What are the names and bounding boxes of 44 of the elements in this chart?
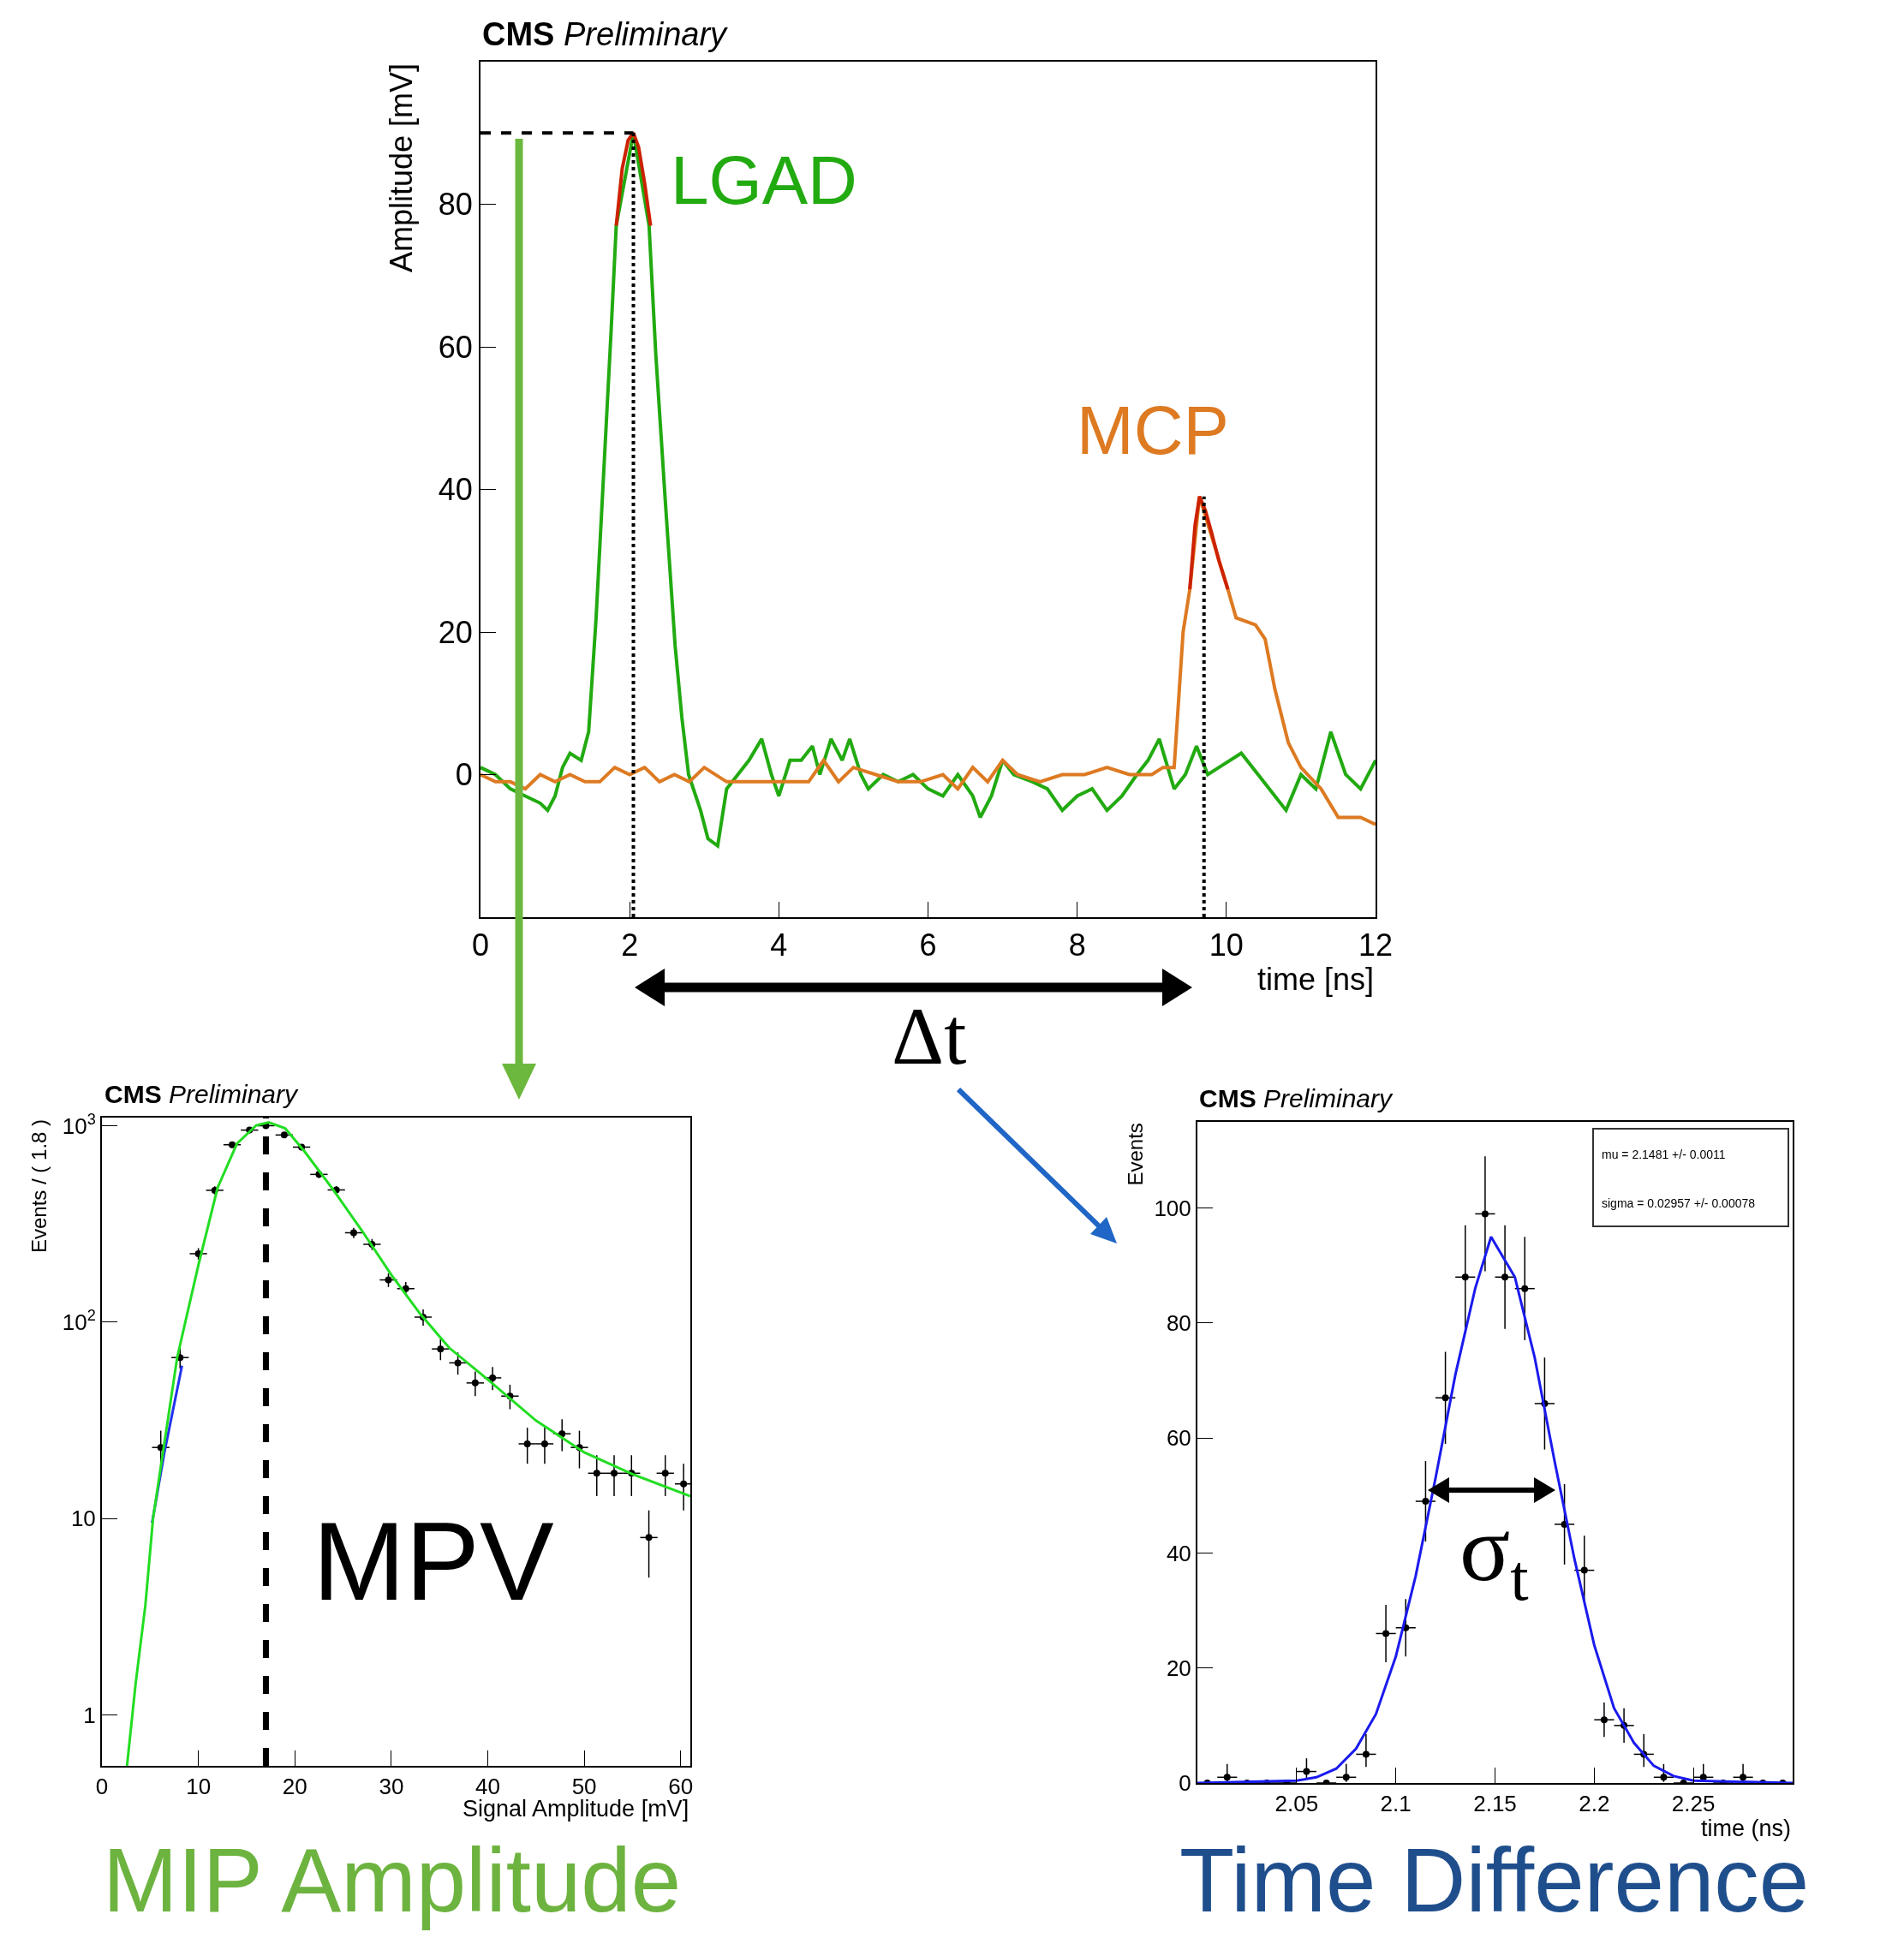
x-tick-label: 8 (1068, 927, 1086, 963)
y-tick-label: 80 (1166, 1310, 1191, 1337)
y-tick-label: 100 (1154, 1195, 1191, 1221)
annotation: sigma = 0.02957 +/- 0.00078 (1602, 1196, 1756, 1210)
x-tick-label: 6 (919, 927, 937, 963)
x-tick-label: 2 (621, 927, 639, 963)
x-tick-label: 30 (379, 1774, 404, 1800)
chart-subtitle: CMS Preliminary (1199, 1084, 1394, 1112)
y-tick-label: 40 (1166, 1540, 1191, 1566)
x-axis-title: time [ns] (1257, 962, 1375, 997)
x-tick-label: 2.05 (1274, 1791, 1319, 1817)
y-tick-label: 10$^{3}$ (62, 1110, 96, 1139)
text: Δt (892, 991, 967, 1082)
y-axis-title: Events / ( 1.8 ) (27, 1118, 51, 1253)
chart-subtitle: CMS Preliminary (104, 1080, 300, 1108)
x-tick-label: 2.2 (1579, 1791, 1610, 1817)
chart-subtitle: CMS Preliminary (482, 16, 729, 52)
y-tick-label: 0 (455, 757, 473, 793)
x-tick-label: 12 (1358, 927, 1394, 963)
y-axis-title: Amplitude [mV] (384, 63, 419, 272)
y-tick-label: 20 (438, 614, 473, 650)
y-tick-label: 20 (1166, 1655, 1191, 1681)
y-tick-label: 10 (70, 1506, 96, 1532)
y-axis-title: Events (1123, 1123, 1147, 1186)
y-tick-label: 60 (1166, 1425, 1191, 1452)
x-tick-label: 4 (770, 927, 788, 963)
x-tick-label: 2.1 (1380, 1791, 1412, 1817)
x-axis-title: time (ns) (1701, 1816, 1792, 1841)
annotation: MPV (313, 1499, 554, 1624)
series-label: MCP (1077, 392, 1229, 468)
x-tick-label: 2.25 (1671, 1791, 1716, 1817)
y-tick-label: 40 (438, 472, 473, 508)
text: MIP Amplitude (103, 1830, 682, 1930)
x-tick-label: 10 (1209, 927, 1244, 963)
annotation: σ$_{t}$ (1459, 1496, 1529, 1615)
x-tick-label: 20 (282, 1774, 307, 1800)
y-tick-label: 60 (438, 329, 473, 365)
annotation: mu = 2.1481 +/- 0.0011 (1602, 1148, 1726, 1161)
y-tick-label: 80 (438, 187, 473, 223)
y-tick-label: 10$^{2}$ (62, 1306, 96, 1335)
x-tick-label: 2.15 (1473, 1791, 1517, 1817)
y-tick-label: 1 (83, 1702, 96, 1728)
x-tick-label: 10 (186, 1774, 212, 1800)
series-label: LGAD (671, 142, 857, 218)
